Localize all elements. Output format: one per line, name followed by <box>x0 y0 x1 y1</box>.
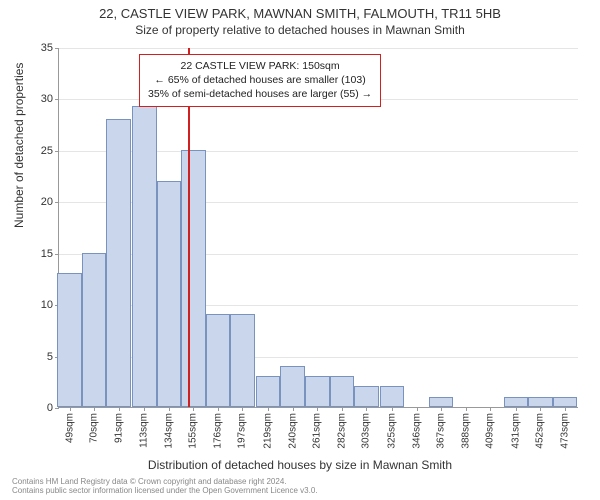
xtick-label: 431sqm <box>510 413 521 449</box>
y-axis-label: Number of detached properties <box>12 63 26 228</box>
xtick-mark <box>119 407 120 411</box>
xtick-label: 197sqm <box>237 413 248 449</box>
xtick-mark <box>565 407 566 411</box>
xtick-mark <box>144 407 145 411</box>
histogram-bar <box>181 150 206 407</box>
chart-area: 0510152025303549sqm70sqm91sqm113sqm134sq… <box>58 48 578 408</box>
xtick-mark <box>317 407 318 411</box>
histogram-bar <box>553 397 578 407</box>
xtick-mark <box>417 407 418 411</box>
title-line1: 22, CASTLE VIEW PARK, MAWNAN SMITH, FALM… <box>0 6 600 21</box>
xtick-mark <box>366 407 367 411</box>
footer-line1: Contains HM Land Registry data © Crown c… <box>12 477 318 487</box>
histogram-bar <box>157 181 182 407</box>
histogram-bar <box>354 386 379 407</box>
ytick-label: 25 <box>41 145 59 157</box>
footer-attribution: Contains HM Land Registry data © Crown c… <box>12 477 318 496</box>
histogram-bar <box>256 376 281 407</box>
title-line2: Size of property relative to detached ho… <box>0 23 600 37</box>
ytick-label: 35 <box>41 42 59 54</box>
ytick-label: 10 <box>41 299 59 311</box>
xtick-label: 219sqm <box>263 413 274 449</box>
xtick-label: 261sqm <box>312 413 323 449</box>
xtick-mark <box>70 407 71 411</box>
annotation-box: 22 CASTLE VIEW PARK: 150sqm← 65% of deta… <box>139 54 381 107</box>
x-axis-label: Distribution of detached houses by size … <box>0 458 600 472</box>
xtick-mark <box>490 407 491 411</box>
histogram-bar <box>206 314 231 407</box>
xtick-label: 346sqm <box>411 413 422 449</box>
xtick-mark <box>540 407 541 411</box>
xtick-mark <box>218 407 219 411</box>
gridline <box>59 48 578 49</box>
xtick-label: 176sqm <box>212 413 223 449</box>
histogram-bar <box>57 273 82 407</box>
xtick-label: 91sqm <box>113 413 124 443</box>
xtick-label: 473sqm <box>559 413 570 449</box>
histogram-bar <box>330 376 355 407</box>
xtick-label: 325sqm <box>387 413 398 449</box>
xtick-mark <box>193 407 194 411</box>
histogram-bar <box>106 119 131 407</box>
plot-area: 0510152025303549sqm70sqm91sqm113sqm134sq… <box>58 48 578 408</box>
xtick-mark <box>94 407 95 411</box>
xtick-label: 240sqm <box>287 413 298 449</box>
histogram-bar <box>380 386 405 407</box>
histogram-bar <box>528 397 553 407</box>
xtick-mark <box>169 407 170 411</box>
ytick-label: 15 <box>41 248 59 260</box>
histogram-bar <box>429 397 454 407</box>
xtick-mark <box>441 407 442 411</box>
annotation-line: 35% of semi-detached houses are larger (… <box>148 87 372 101</box>
xtick-mark <box>268 407 269 411</box>
xtick-mark <box>392 407 393 411</box>
histogram-bar <box>230 314 255 407</box>
xtick-label: 70sqm <box>89 413 100 443</box>
ytick-label: 30 <box>41 93 59 105</box>
xtick-mark <box>242 407 243 411</box>
xtick-label: 49sqm <box>64 413 75 443</box>
xtick-label: 367sqm <box>436 413 447 449</box>
annotation-line: 22 CASTLE VIEW PARK: 150sqm <box>148 59 372 73</box>
xtick-mark <box>342 407 343 411</box>
xtick-label: 452sqm <box>535 413 546 449</box>
xtick-mark <box>293 407 294 411</box>
histogram-bar <box>504 397 529 407</box>
xtick-label: 282sqm <box>336 413 347 449</box>
xtick-label: 155sqm <box>188 413 199 449</box>
xtick-label: 134sqm <box>163 413 174 449</box>
xtick-mark <box>466 407 467 411</box>
histogram-bar <box>305 376 330 407</box>
xtick-label: 303sqm <box>361 413 372 449</box>
xtick-label: 113sqm <box>139 413 150 448</box>
footer-line2: Contains public sector information licen… <box>12 486 318 496</box>
histogram-bar <box>132 106 157 407</box>
xtick-label: 388sqm <box>460 413 471 449</box>
histogram-bar <box>82 253 107 407</box>
chart-title-block: 22, CASTLE VIEW PARK, MAWNAN SMITH, FALM… <box>0 0 600 37</box>
xtick-label: 409sqm <box>485 413 496 449</box>
histogram-bar <box>280 366 305 407</box>
annotation-line: ← 65% of detached houses are smaller (10… <box>148 73 372 87</box>
ytick-label: 20 <box>41 196 59 208</box>
xtick-mark <box>516 407 517 411</box>
